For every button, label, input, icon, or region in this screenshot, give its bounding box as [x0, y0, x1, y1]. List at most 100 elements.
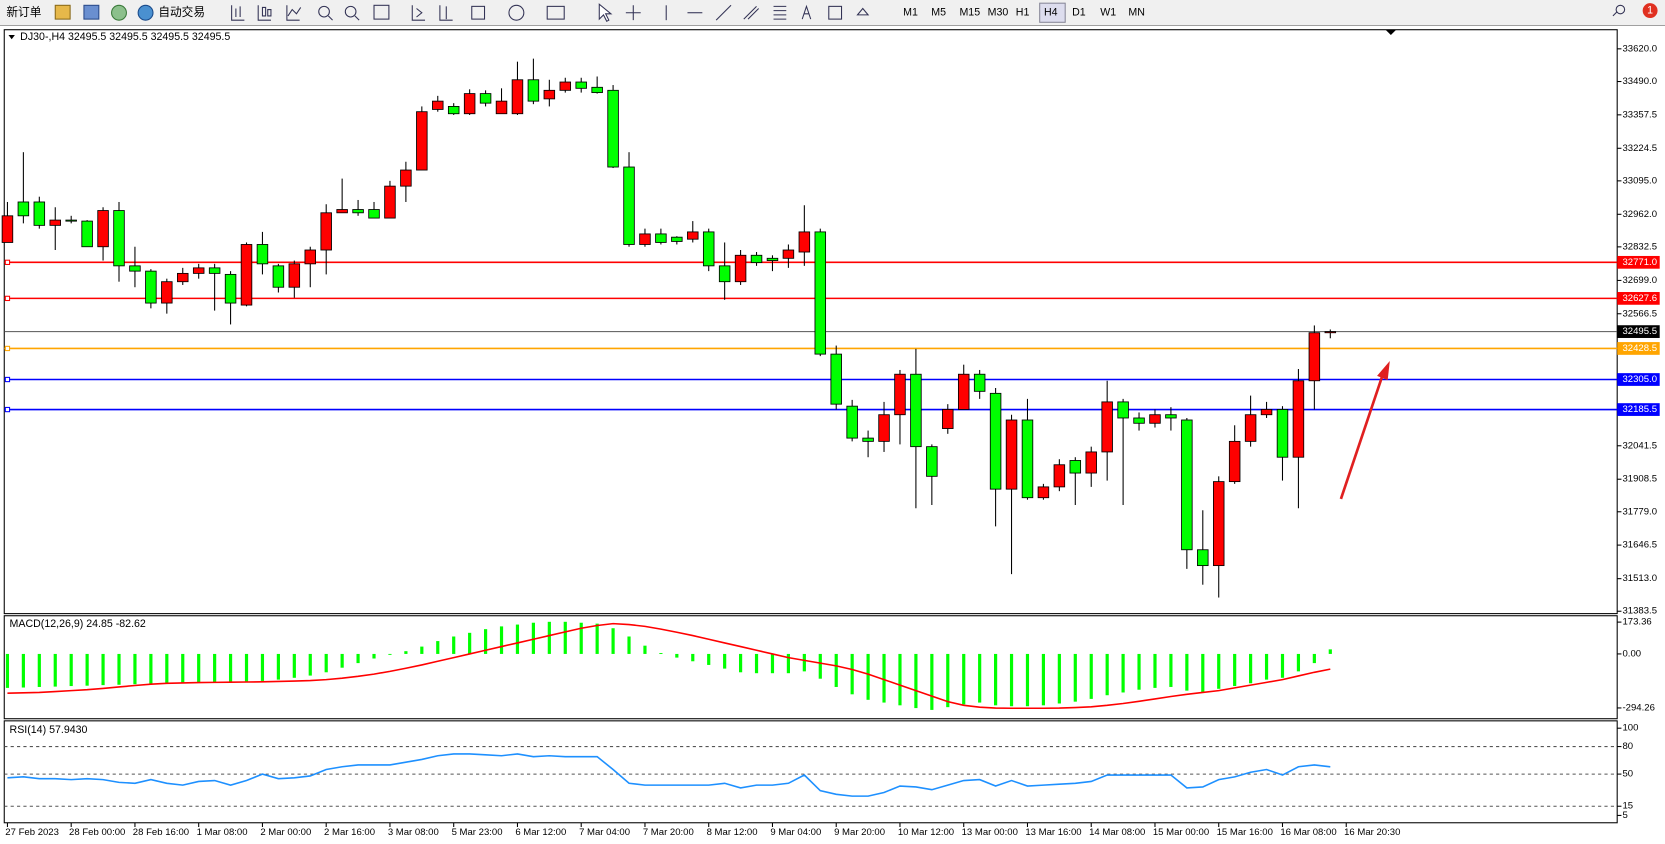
level-marker [4, 406, 11, 413]
candle-body [113, 210, 125, 267]
y-tick-label: 100 [1622, 723, 1638, 734]
candle-body [97, 210, 109, 248]
icon[interactable] [508, 4, 525, 21]
candle-body [81, 220, 93, 248]
candle-body [1260, 409, 1273, 416]
candle-body [1117, 401, 1129, 419]
notification-count: 1 [1647, 4, 1653, 16]
timeframe-button[interactable]: W1 [1100, 7, 1116, 19]
level-label-bg [1617, 255, 1660, 269]
x-tick-label: 8 Mar 12:00 [707, 827, 758, 838]
icon[interactable] [231, 5, 245, 21]
y-tick-label: 5 [1622, 810, 1627, 821]
level-label: 32771.0 [1622, 257, 1657, 268]
candle-body [1292, 380, 1305, 458]
new-order-button[interactable]: 新订单 [6, 5, 41, 19]
timeframe-button[interactable]: D1 [1072, 7, 1086, 19]
text-tool[interactable] [801, 4, 812, 20]
x-tick-label: 14 Mar 08:00 [1089, 827, 1145, 838]
timeframe-button[interactable]: M1 [903, 7, 918, 19]
x-tick-label: 3 Mar 08:00 [388, 827, 439, 838]
level-marker [4, 259, 11, 265]
candle-body [718, 265, 731, 283]
icon[interactable] [286, 5, 302, 21]
level-label-bg [1617, 403, 1660, 416]
x-tick-label: 5 Mar 23:00 [452, 827, 503, 838]
cursor-tool[interactable] [598, 3, 613, 22]
candle-body [192, 267, 205, 274]
timeframe-button[interactable]: H4 [1044, 7, 1058, 19]
channel-tool[interactable] [743, 5, 760, 20]
y-tick-label: 50 [1622, 769, 1633, 780]
candle-body [352, 209, 364, 214]
icon[interactable] [546, 5, 565, 20]
timeframe-button[interactable]: M30 [988, 7, 1009, 19]
auto-trading-icon[interactable] [137, 4, 154, 21]
current-price-bg [1617, 325, 1660, 338]
icon[interactable] [257, 5, 272, 21]
icon[interactable] [439, 5, 453, 21]
candle-body [479, 93, 492, 104]
level-label-bg [1617, 342, 1660, 355]
candle-body [862, 437, 874, 442]
candle-body [145, 270, 157, 304]
main-pane [3, 29, 1618, 615]
candle-body [591, 86, 603, 94]
x-tick-label: 15 Mar 16:00 [1217, 827, 1273, 838]
candle-body [543, 89, 556, 100]
search-icon[interactable] [1615, 4, 1626, 15]
timeframe-button[interactable]: MN [1128, 7, 1145, 19]
candle-body [49, 219, 61, 226]
timeframe-button[interactable]: M15 [959, 7, 980, 19]
candle-body [527, 79, 540, 102]
candle-body [1085, 451, 1097, 474]
icon[interactable] [471, 5, 486, 20]
level-label: 32428.5 [1622, 343, 1657, 354]
active-timeframe [1039, 2, 1066, 23]
level-label-bg [1617, 373, 1660, 386]
icon[interactable] [111, 4, 127, 21]
timeframe-button[interactable]: H1 [1016, 7, 1030, 19]
icon[interactable] [411, 5, 426, 21]
y-tick-label: 32832.5 [1622, 241, 1657, 252]
auto-trading-button[interactable]: 自动交易 [158, 5, 205, 19]
candle-body [161, 281, 173, 304]
candle-body [400, 169, 412, 187]
crosshair-tool[interactable] [625, 5, 641, 21]
fibo-tool[interactable] [773, 5, 787, 20]
timeframe-bar: M1 M5 M15 M30 H1 H4 D1 W1 MN [903, 2, 1145, 23]
icon[interactable] [318, 5, 330, 18]
x-tick-label: 16 Mar 20:30 [1344, 827, 1400, 838]
icon[interactable] [83, 4, 100, 20]
candle-body [511, 79, 524, 115]
x-tick-label: 16 Mar 08:00 [1280, 827, 1336, 838]
collapse-icon[interactable] [8, 35, 15, 40]
icon[interactable] [373, 4, 390, 20]
y-tick-label: 31908.5 [1622, 474, 1657, 485]
candle-body [1181, 419, 1193, 551]
arrow-tool[interactable] [856, 7, 870, 16]
icon [354, 15, 360, 21]
x-tick-label: 27 Feb 2023 [5, 827, 59, 838]
macd-title: MACD(12,26,9) 24.85 -82.62 [10, 618, 146, 630]
tool-icons [231, 3, 1626, 22]
icon[interactable] [344, 5, 357, 18]
candle-body [687, 231, 699, 240]
level-label: 32305.0 [1622, 374, 1657, 385]
x-tick-label: 10 Mar 12:00 [898, 827, 954, 838]
candle-body [1101, 401, 1113, 453]
trendline-tool[interactable] [715, 4, 732, 21]
timeframe-button[interactable]: M5 [931, 7, 946, 19]
candle-body [830, 353, 842, 405]
notification-badge[interactable] [1642, 3, 1658, 19]
label-tool[interactable] [828, 5, 843, 20]
search-icon[interactable] [1612, 11, 1618, 17]
level-label: 32627.6 [1622, 293, 1657, 304]
y-tick-label: 32962.0 [1622, 209, 1657, 220]
icon[interactable] [54, 4, 71, 20]
x-tick-label: 28 Feb 00:00 [69, 827, 125, 838]
chart: DJ30-,H4 32495.5 32495.5 32495.5 32495.5… [1, 29, 1660, 838]
y-tick-label: 33620.0 [1622, 43, 1657, 54]
candle-body [240, 244, 253, 306]
current-price-label: 32495.5 [1622, 326, 1657, 337]
